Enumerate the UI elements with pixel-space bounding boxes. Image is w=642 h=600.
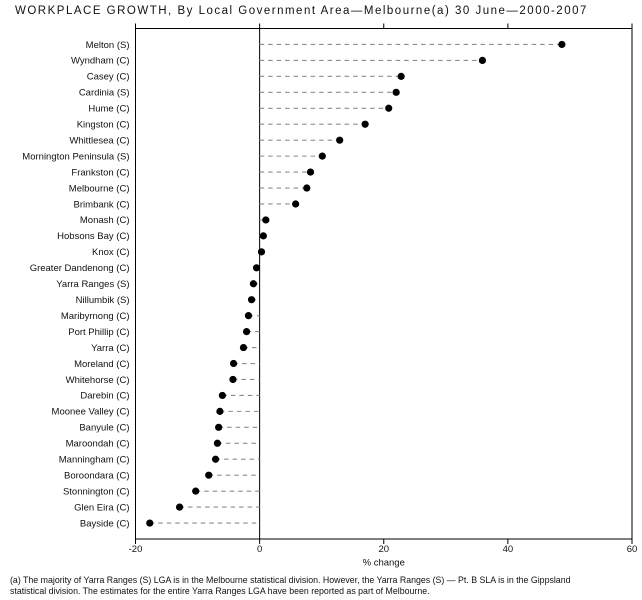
category-label: Glen Eira (C) bbox=[74, 502, 129, 513]
data-dot bbox=[397, 72, 405, 80]
data-dot bbox=[303, 184, 311, 192]
data-dot bbox=[247, 296, 256, 304]
category-label: Melbourne (C) bbox=[69, 183, 130, 194]
chart-title: WORKPLACE GROWTH, By Local Government Ar… bbox=[15, 5, 588, 17]
category-label: Nillumbik (S) bbox=[76, 295, 130, 306]
footnote-line-2: statistical division. The estimates for … bbox=[10, 586, 430, 596]
data-dot bbox=[211, 455, 220, 463]
data-dot bbox=[306, 168, 315, 176]
data-dot bbox=[361, 120, 369, 128]
data-dot bbox=[385, 104, 393, 112]
data-dot bbox=[146, 519, 154, 527]
category-label: Manningham (C) bbox=[59, 455, 130, 466]
category-label: Banyule (C) bbox=[79, 423, 129, 434]
category-label: Greater Dandenong (C) bbox=[30, 263, 130, 274]
data-dot bbox=[229, 375, 237, 384]
category-label: Maribyrnong (C) bbox=[61, 311, 130, 322]
category-label: Port Phillip (C) bbox=[68, 327, 129, 338]
data-dot bbox=[392, 88, 400, 96]
data-dot bbox=[478, 56, 487, 65]
category-label: Cardinia (S) bbox=[79, 88, 130, 99]
x-axis-label: % change bbox=[363, 558, 405, 569]
category-label: Hume (C) bbox=[88, 104, 129, 115]
x-tick-label: 40 bbox=[503, 544, 514, 555]
category-label: Hobsons Bay (C) bbox=[57, 231, 129, 242]
category-label: Monash (C) bbox=[80, 215, 130, 226]
category-label: Mornington Peninsula (S) bbox=[22, 151, 129, 162]
x-tick-label: 0 bbox=[257, 544, 262, 555]
category-label: Darebin (C) bbox=[80, 391, 129, 402]
category-label: Brimbank (C) bbox=[74, 199, 130, 210]
data-dot bbox=[259, 232, 267, 240]
data-dot bbox=[242, 328, 251, 336]
category-label: Yarra (C) bbox=[91, 343, 129, 354]
category-label: Melton (S) bbox=[86, 40, 130, 51]
category-label: Frankston (C) bbox=[71, 167, 129, 178]
x-tick-label: -20 bbox=[129, 544, 143, 555]
footnote-line-1: (a) The majority of Yarra Ranges (S) LGA… bbox=[10, 575, 571, 585]
data-dot bbox=[175, 503, 184, 511]
data-dot bbox=[205, 471, 213, 479]
category-label: Maroondah (C) bbox=[66, 439, 130, 450]
category-label: Moonee Valley (C) bbox=[52, 407, 130, 418]
data-dot bbox=[292, 200, 300, 208]
category-label: Yarra Ranges (S) bbox=[56, 279, 129, 290]
category-label: Boroondara (C) bbox=[64, 470, 129, 481]
data-dot bbox=[262, 216, 270, 224]
data-dot bbox=[336, 136, 344, 144]
category-label: Whitehorse (C) bbox=[66, 375, 130, 386]
category-label: Stonnington (C) bbox=[63, 486, 130, 497]
data-dot bbox=[239, 343, 248, 352]
data-dot bbox=[249, 280, 258, 288]
category-label: Whittlesea (C) bbox=[69, 135, 129, 146]
x-tick-label: 60 bbox=[627, 544, 638, 555]
data-dot bbox=[192, 487, 200, 495]
data-dot bbox=[216, 407, 224, 415]
x-tick-label: 20 bbox=[378, 544, 389, 555]
footnote: (a) The majority of Yarra Ranges (S) LGA… bbox=[10, 575, 571, 597]
category-label: Bayside (C) bbox=[80, 518, 130, 529]
category-label: Casey (C) bbox=[87, 72, 130, 83]
data-dot bbox=[558, 40, 566, 49]
category-label: Kingston (C) bbox=[77, 120, 130, 131]
data-dot bbox=[218, 391, 226, 400]
category-label: Moreland (C) bbox=[74, 359, 129, 370]
data-dot bbox=[229, 359, 238, 368]
data-dot bbox=[252, 264, 261, 272]
category-label: Knox (C) bbox=[92, 247, 129, 258]
data-dot bbox=[215, 423, 223, 431]
data-dot bbox=[318, 152, 326, 160]
data-dot bbox=[213, 439, 222, 447]
data-dot bbox=[244, 312, 253, 320]
data-dot bbox=[257, 248, 266, 256]
plot-border bbox=[135, 28, 633, 540]
category-label: Wyndham (C) bbox=[71, 56, 130, 67]
